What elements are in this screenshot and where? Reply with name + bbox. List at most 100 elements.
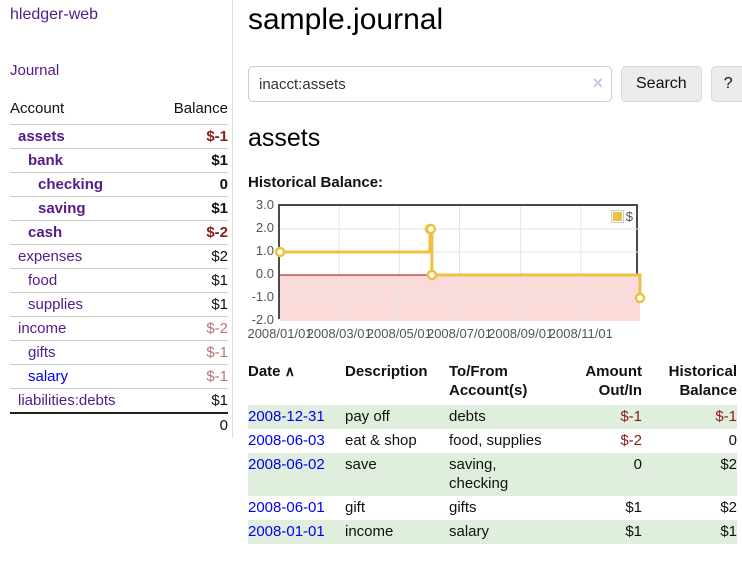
account-link[interactable]: salary xyxy=(28,368,69,385)
y-tick-label: -1.0 xyxy=(251,289,274,304)
transaction-balance-cell: $1 xyxy=(720,523,737,540)
account-link[interactable]: income xyxy=(18,320,67,337)
register-table: Date ∧ Description To/From Account(s) Am… xyxy=(248,362,737,544)
legend-label: $ xyxy=(625,209,633,224)
y-tick-label: 1.0 xyxy=(255,243,274,258)
transaction-balance-cell: $2 xyxy=(720,456,737,473)
account-row: checking 0 xyxy=(10,172,228,197)
legend-swatch xyxy=(610,210,624,223)
data-point-marker xyxy=(634,292,646,304)
transaction-balance-cell: $-1 xyxy=(715,408,737,425)
help-button[interactable]: ? xyxy=(710,66,742,102)
account-balance: $2 xyxy=(211,248,228,265)
transaction-date-cell: 2008-01-01 xyxy=(248,520,345,544)
register-header-description: Description xyxy=(345,363,428,380)
account-balance: $-2 xyxy=(206,320,228,337)
search-input[interactable] xyxy=(248,66,612,102)
account-link[interactable]: gifts xyxy=(28,344,56,361)
register-header-row: Date ∧ Description To/From Account(s) Am… xyxy=(248,362,737,405)
transaction-date-link[interactable]: 2008-06-01 xyxy=(248,499,325,516)
account-link[interactable]: checking xyxy=(38,176,104,193)
transaction-balance-cell: $2 xyxy=(720,499,737,516)
account-link[interactable]: assets xyxy=(18,128,65,145)
data-point-marker xyxy=(426,269,438,281)
accounts-total-spacer xyxy=(10,412,119,437)
accounts-header-balance: Balance xyxy=(173,100,228,117)
sidebar-item-journal[interactable]: Journal xyxy=(10,62,60,79)
x-tick-label: 2008/09/01 xyxy=(488,326,554,341)
data-point-marker xyxy=(425,223,437,235)
transaction-date-link[interactable]: 2008-06-03 xyxy=(248,432,325,449)
sort-ascending-icon: ∧ xyxy=(284,363,295,379)
x-tick-label: 2008/01/01 xyxy=(247,326,313,341)
transaction-date-cell: 2008-12-31 xyxy=(248,405,345,429)
register-header-amount: Amount Out/In xyxy=(585,363,642,399)
transaction-row: 2008-06-02 save saving, checking 0 $2 xyxy=(248,453,737,496)
register-header-date[interactable]: Date ∧ xyxy=(248,362,345,405)
historical-balance-chart: $ 3.0 2.0 1.0 0.0 -1.0 -2.0 2008/01/01 2008/03… xyxy=(247,197,737,350)
accounts-table-header: Account Balance xyxy=(10,99,228,125)
y-tick-label: 0.0 xyxy=(255,266,274,281)
account-row: supplies $1 xyxy=(10,292,228,317)
transaction-row: 2008-01-01 income salary $1 $1 xyxy=(248,520,737,544)
search-button[interactable]: Search xyxy=(621,66,702,102)
balance-line-chart xyxy=(274,206,646,321)
accounts-total-value: 0 xyxy=(119,412,228,437)
transaction-accounts-cell: saving, checking xyxy=(449,456,509,492)
register-header-date-label: Date xyxy=(248,363,281,380)
transaction-description-cell: eat & shop xyxy=(345,432,417,449)
page-title: sample.journal xyxy=(248,3,444,36)
account-row: saving $1 xyxy=(10,196,228,221)
x-tick-label: 2008/07/01 xyxy=(426,326,493,341)
chart-plot-area: $ xyxy=(274,204,646,321)
x-tick-label: 2008/11/01 xyxy=(548,326,613,341)
transaction-description-cell: save xyxy=(345,456,377,473)
account-row: food $1 xyxy=(10,268,228,293)
transaction-amount-cell: $-2 xyxy=(620,432,642,449)
transaction-amount-cell: $-1 xyxy=(620,408,642,425)
search-form: × Search ? xyxy=(248,66,742,102)
account-row: salary $-1 xyxy=(10,364,228,389)
transaction-date-cell: 2008-06-01 xyxy=(248,496,345,520)
x-tick-label: 2008/05/01 xyxy=(366,326,432,341)
transaction-date-link[interactable]: 2008-06-02 xyxy=(248,456,325,473)
account-link[interactable]: bank xyxy=(28,152,64,169)
accounts-total-row: 0 xyxy=(10,412,228,437)
account-link[interactable]: expenses xyxy=(18,248,83,265)
accounts-header-account: Account xyxy=(10,100,65,117)
sidebar-divider xyxy=(232,0,233,438)
register-header-account: To/From Account(s) xyxy=(449,363,528,399)
account-link[interactable]: saving xyxy=(38,200,86,217)
transaction-date-link[interactable]: 2008-01-01 xyxy=(248,523,325,540)
account-balance: $-1 xyxy=(206,344,228,361)
account-balance: $1 xyxy=(211,272,228,289)
transaction-row: 2008-12-31 pay off debts $-1 $-1 xyxy=(248,405,737,429)
transaction-balance-cell: 0 xyxy=(728,432,737,449)
account-row: gifts $-1 xyxy=(10,340,228,365)
transaction-date-cell: 2008-06-03 xyxy=(248,429,345,453)
transaction-date-cell: 2008-06-02 xyxy=(248,453,345,496)
app-title-link[interactable]: hledger-web xyxy=(10,6,99,23)
search-input-wrap: × xyxy=(248,66,612,102)
accounts-table: Account Balance assets $-1 bank $1 checking 0… xyxy=(10,99,228,437)
transaction-description-cell: pay off xyxy=(345,408,390,425)
transaction-accounts-cell: gifts xyxy=(449,499,477,516)
account-link[interactable]: liabilities:debts xyxy=(18,392,116,409)
transaction-accounts-cell: salary xyxy=(449,523,490,540)
transaction-amount-cell: $1 xyxy=(625,523,642,540)
account-row: assets $-1 xyxy=(10,124,228,149)
account-link[interactable]: cash xyxy=(28,224,63,241)
data-point-marker xyxy=(274,246,286,258)
main-content: sample.journal × Search ? assets Histori… xyxy=(247,0,742,544)
account-balance: $1 xyxy=(211,200,228,217)
transaction-accounts-cell: food, supplies xyxy=(449,432,542,449)
clear-search-icon[interactable]: × xyxy=(592,73,603,93)
account-page-title: assets xyxy=(248,124,321,152)
transaction-description-cell: income xyxy=(345,523,394,540)
account-link[interactable]: supplies xyxy=(28,296,84,313)
transaction-amount-cell: 0 xyxy=(633,456,642,473)
chart-legend: $ xyxy=(610,209,633,224)
x-tick-label: 2008/03/01 xyxy=(306,326,372,341)
account-link[interactable]: food xyxy=(28,272,58,289)
transaction-date-link[interactable]: 2008-12-31 xyxy=(248,408,325,425)
